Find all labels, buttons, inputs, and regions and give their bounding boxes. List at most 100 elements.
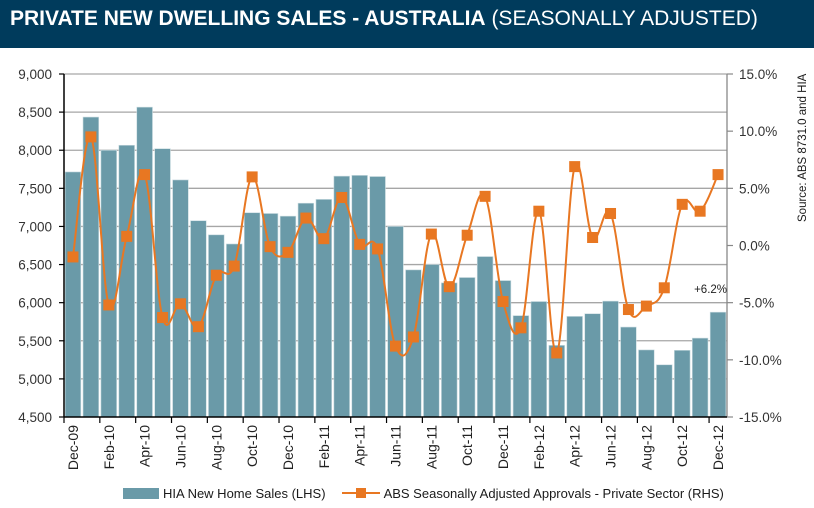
bar bbox=[530, 301, 548, 418]
chart-area: 4,500 5,000 5,500 6,000 6,500 7,000 7,500 8,000… bbox=[18, 67, 782, 470]
line-marker bbox=[174, 298, 186, 310]
bar bbox=[423, 264, 440, 418]
annotation-label: +6.2% bbox=[694, 284, 727, 296]
bar bbox=[405, 269, 422, 418]
bar bbox=[584, 313, 601, 418]
bar bbox=[351, 175, 368, 418]
right-tick-label: 10.0% bbox=[739, 124, 777, 139]
line-marker bbox=[551, 347, 563, 359]
x-tick-label: Dec-09 bbox=[65, 425, 81, 470]
bar bbox=[602, 300, 619, 418]
left-tick-label: 7,000 bbox=[18, 219, 52, 234]
line-marker bbox=[569, 161, 581, 173]
left-tick-label: 8,000 bbox=[18, 143, 52, 158]
bar bbox=[459, 277, 476, 418]
line-marker bbox=[587, 231, 599, 243]
source-text: Source: ABS 8731.0 and HIA bbox=[797, 73, 809, 222]
bar bbox=[136, 106, 153, 418]
x-tick-label: Jun-11 bbox=[388, 425, 404, 467]
line-marker bbox=[103, 299, 115, 311]
line-marker bbox=[192, 321, 204, 333]
line-marker bbox=[67, 251, 79, 263]
bar bbox=[243, 212, 261, 418]
right-tick-label: 0.0% bbox=[739, 239, 770, 254]
bar bbox=[691, 337, 709, 418]
line-marker bbox=[533, 205, 545, 217]
bar bbox=[333, 175, 350, 418]
bar bbox=[656, 364, 673, 418]
line-marker bbox=[372, 243, 384, 255]
line-marker bbox=[676, 198, 688, 210]
x-tick-label: Aug-10 bbox=[208, 425, 224, 470]
bar bbox=[118, 144, 135, 418]
line-marker bbox=[336, 191, 348, 203]
line-marker bbox=[228, 260, 240, 272]
line-marker bbox=[658, 282, 670, 294]
line-marker bbox=[640, 300, 652, 312]
title-subtitle: (SEASONALLY ADJUSTED) bbox=[485, 7, 758, 30]
bar bbox=[369, 176, 386, 418]
line-marker bbox=[605, 207, 617, 219]
x-tick-label: Feb-12 bbox=[531, 425, 547, 470]
line-marker bbox=[300, 212, 312, 224]
right-tick-label: -15.0% bbox=[739, 410, 782, 425]
chart-title: PRIVATE NEW DWELLING SALES - AUSTRALIA (… bbox=[10, 7, 758, 31]
line-marker bbox=[425, 228, 437, 240]
bar bbox=[190, 220, 207, 418]
axis-labels: 4,500 5,000 5,500 6,000 6,500 7,000 7,500 8,000… bbox=[18, 67, 782, 470]
line-marker bbox=[694, 205, 706, 217]
left-tick-label: 4,500 bbox=[18, 410, 52, 425]
line-marker bbox=[121, 230, 133, 242]
line-marker bbox=[515, 322, 527, 334]
bar bbox=[566, 316, 583, 418]
line-marker bbox=[264, 241, 276, 253]
x-tick-label: Feb-11 bbox=[316, 425, 332, 469]
right-tick-label: 15.0% bbox=[739, 67, 777, 82]
x-tick-label: Oct-11 bbox=[459, 425, 475, 466]
x-tick-label: Dec-11 bbox=[495, 425, 511, 469]
line-marker bbox=[354, 238, 366, 250]
right-tick-label: 5.0% bbox=[739, 181, 770, 196]
right-tick-label: -5.0% bbox=[739, 296, 774, 311]
line-marker bbox=[246, 171, 258, 183]
line-series bbox=[67, 131, 724, 359]
right-tick-label: -10.0% bbox=[739, 353, 782, 368]
title-main: PRIVATE NEW DWELLING SALES - AUSTRALIA bbox=[10, 7, 486, 30]
left-tick-label: 8,500 bbox=[18, 105, 52, 120]
x-tick-label: Feb-10 bbox=[101, 425, 117, 470]
x-tick-label: Aug-12 bbox=[638, 425, 654, 470]
line-marker bbox=[318, 233, 330, 245]
bar bbox=[638, 349, 655, 418]
bar bbox=[476, 256, 494, 418]
left-tick-label: 5,000 bbox=[18, 372, 52, 387]
left-tick-label: 7,500 bbox=[18, 181, 52, 196]
bar bbox=[315, 199, 332, 418]
legend: HIA New Home Sales (LHS) ABS Seasonally … bbox=[123, 484, 724, 502]
line-marker bbox=[210, 269, 222, 281]
left-tick-label: 5,500 bbox=[18, 334, 52, 349]
bar bbox=[441, 282, 458, 418]
source-note: Source: ABS 8731.0 and HIA bbox=[793, 60, 813, 230]
line-marker bbox=[407, 331, 419, 343]
x-tick-label: Oct-12 bbox=[674, 425, 690, 467]
bar bbox=[279, 215, 297, 418]
bar bbox=[208, 234, 225, 418]
left-tick-label: 6,000 bbox=[18, 296, 52, 311]
bar-series bbox=[64, 106, 727, 418]
axes bbox=[59, 73, 733, 423]
line-marker bbox=[497, 296, 509, 308]
legend-line-swatch bbox=[341, 486, 380, 500]
line-marker bbox=[622, 304, 634, 316]
line-marker bbox=[390, 340, 401, 352]
legend-bar-swatch bbox=[123, 487, 159, 499]
x-tick-label: Oct-10 bbox=[244, 425, 260, 467]
left-tick-label: 9,000 bbox=[18, 67, 52, 82]
x-tick-label: Apr-11 bbox=[352, 425, 368, 466]
line-marker bbox=[443, 281, 455, 293]
line-marker bbox=[282, 246, 294, 258]
line-marker bbox=[85, 131, 97, 143]
legend-line-label: ABS Seasonally Adjusted Approvals - Priv… bbox=[383, 485, 724, 501]
x-tick-label: Jun-12 bbox=[603, 425, 619, 468]
bar bbox=[620, 326, 637, 418]
line-marker bbox=[479, 190, 491, 202]
